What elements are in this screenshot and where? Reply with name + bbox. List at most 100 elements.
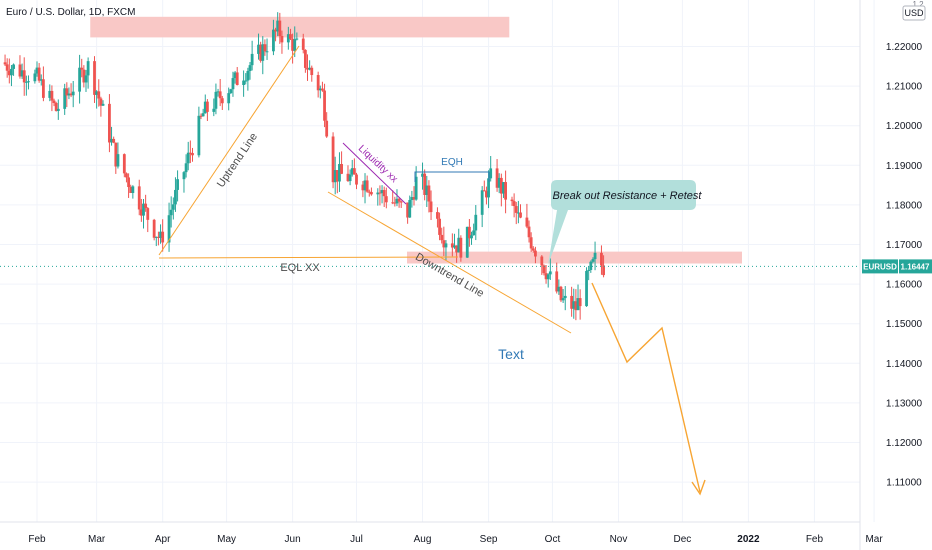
callout-text: Break out Resistance + Retest [553,190,703,202]
supply-zone [90,16,510,38]
candle-body [171,204,175,210]
candle-body [365,180,369,192]
candle-body [112,138,116,143]
x-tick-label: Dec [673,534,691,545]
candle-body [399,201,403,203]
candle-body [306,67,309,70]
candle-body [438,218,441,235]
currency-label: USD [904,8,924,18]
candle-body [24,81,28,83]
candle-body [41,79,45,98]
price-axis[interactable]: 1.22000 1.21000 1.20000 1.19000 1.18000 1.170… [886,42,923,489]
candle-body [27,81,30,83]
candle-body [376,192,380,195]
candle-body [397,198,401,202]
candle-body [321,88,324,91]
candle-body [216,91,220,93]
y-tick-label: 1.12000 [886,438,923,449]
candle-body [576,298,580,311]
candle-body [361,184,365,191]
projection-path [591,282,701,493]
candle-body [82,69,86,83]
y-tick-label: 1.20000 [886,121,923,132]
candle-body [278,20,282,37]
candle-body [122,154,126,174]
grid-lines [0,0,875,522]
candle-body [242,80,246,86]
candle-body [316,75,320,91]
candle-body [455,245,459,253]
eql-line [158,256,459,259]
candle-body [427,185,431,202]
candle-body [325,120,329,137]
eqh-label: EQH [441,157,463,168]
candle-body [534,250,537,257]
downtrend-line [327,191,572,334]
candle-body [514,206,518,213]
candle-body [585,270,588,307]
candle-body [600,252,603,266]
x-tick-label: Feb [28,534,46,545]
candle-body [37,67,41,81]
candle-body [482,190,486,192]
candle-body [391,202,395,204]
candle-body [203,101,207,114]
currency-button[interactable]: USD [902,5,926,21]
candle-body [97,91,101,99]
uptrend-label: Uptrend Line [215,131,260,190]
candle-body [188,152,192,154]
candle-body [350,168,354,175]
candle-body [380,190,384,194]
candle-body [502,182,505,194]
candle-body [3,62,7,65]
candle-body [457,237,461,253]
candle-body [233,72,237,79]
candle-body [303,49,307,68]
candle-body [35,67,39,74]
candle-body [12,64,15,69]
candle-body [52,100,56,104]
candle-body [169,209,173,216]
candle-body [593,252,597,260]
candle-body [108,103,111,143]
y-tick-label: 1.13000 [886,398,923,409]
candle-body [84,75,88,83]
candle-body [116,154,120,167]
candle-body [318,88,322,91]
candle-body [504,182,507,200]
candle-body [20,70,24,77]
x-tick-label: Apr [155,534,171,545]
candle-body [363,180,367,191]
y-tick-label: 1.18000 [886,200,923,211]
candle-body [367,191,371,193]
candle-body [348,174,352,182]
candle-body [154,236,158,238]
x-tick-label: 2022 [737,534,760,545]
candle-body [470,235,473,239]
candle-body [542,265,546,274]
candle-body [589,261,593,270]
candle-body [56,108,60,111]
candle-body [495,168,499,188]
candle-body [406,202,410,218]
candle-body [572,301,576,309]
x-tick-label: Jun [285,534,301,545]
y-tick-label: 1.21000 [886,82,923,93]
x-tick-label: Mar [865,534,883,545]
time-axis[interactable]: Feb Mar Apr May Jun Jul Aug Sep Oct Nov Dec 2022 Feb… [28,534,883,545]
candle-body [384,196,388,203]
candle-body [393,202,397,204]
y-tick-label: 1.17000 [886,240,923,251]
liquidity-label: Liquidity xx [356,143,400,185]
candle-body [250,53,254,66]
chart-title: Euro / U.S. Dollar, 1D, FXCM [6,7,135,18]
candle-body [293,39,297,51]
candle-body [474,214,478,231]
candle-body [157,236,160,238]
callout-bubble [548,180,696,265]
candle-body [331,136,335,183]
y-tick-label: 1.14000 [886,359,923,370]
candle-body [561,298,565,301]
candle-body [139,209,143,216]
